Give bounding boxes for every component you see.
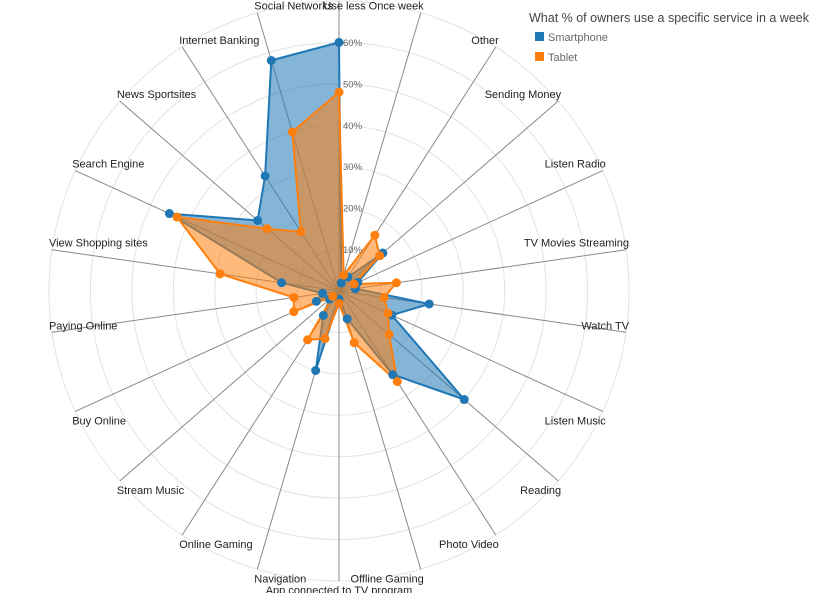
data-point-smartphone[interactable] <box>311 366 321 376</box>
data-point-smartphone[interactable] <box>277 278 287 288</box>
axis-label: Listen Radio <box>545 159 606 171</box>
axis-label: Search Engine <box>72 159 144 171</box>
axis-label: Email <box>325 0 353 1</box>
axis-label: Photo Video <box>439 539 499 551</box>
axis-label: Use less Once week <box>323 1 424 13</box>
data-point-smartphone[interactable] <box>266 55 276 65</box>
legend-swatch-tablet[interactable] <box>535 52 544 61</box>
data-point-tablet[interactable] <box>303 335 313 345</box>
data-point-tablet[interactable] <box>379 292 389 302</box>
data-point-tablet[interactable] <box>349 338 359 348</box>
tick-label: 60% <box>343 38 363 49</box>
data-point-tablet[interactable] <box>287 127 297 137</box>
axis-label: Buy Online <box>72 415 126 427</box>
data-point-tablet[interactable] <box>328 291 338 301</box>
tick-label: 30% <box>343 162 363 173</box>
axis-label: Offline Gaming <box>351 573 424 585</box>
axis-label: Navigation <box>254 573 306 585</box>
legend: What % of owners use a specific service … <box>529 11 810 64</box>
data-point-smartphone[interactable] <box>311 296 321 306</box>
data-point-smartphone[interactable] <box>253 215 263 225</box>
data-point-tablet[interactable] <box>391 278 401 288</box>
axis-label: Other <box>471 35 499 47</box>
data-point-smartphone[interactable] <box>336 278 346 288</box>
tick-label: 50% <box>343 79 363 90</box>
data-point-tablet[interactable] <box>262 224 272 234</box>
axis-label: Watch TV <box>581 320 629 332</box>
axis-label: Internet Banking <box>179 35 259 47</box>
axis-label: App connected to TV program <box>266 585 413 593</box>
axis-label: Sending Money <box>485 89 562 101</box>
data-point-smartphone[interactable] <box>164 209 174 219</box>
axis-label: Paying Online <box>49 320 118 332</box>
data-point-tablet[interactable] <box>370 230 380 240</box>
axis-label: News Sportsites <box>117 89 197 101</box>
data-point-smartphone[interactable] <box>318 288 328 298</box>
data-point-tablet[interactable] <box>375 251 385 261</box>
data-point-smartphone[interactable] <box>388 370 398 380</box>
data-point-smartphone[interactable] <box>334 37 344 47</box>
axis-label: Stream Music <box>117 485 185 497</box>
data-point-tablet[interactable] <box>339 270 349 280</box>
data-point-smartphone[interactable] <box>318 310 328 320</box>
data-point-tablet[interactable] <box>320 334 330 344</box>
legend-swatch-smartphone[interactable] <box>535 32 544 41</box>
data-point-tablet[interactable] <box>334 298 344 308</box>
tick-label: 40% <box>343 121 363 132</box>
data-point-tablet[interactable] <box>296 227 306 237</box>
data-point-tablet[interactable] <box>349 279 359 289</box>
axis-spoke <box>338 170 604 292</box>
data-point-smartphone[interactable] <box>424 299 434 309</box>
legend-title: What % of owners use a specific service … <box>529 11 810 25</box>
tick-label: 20% <box>343 204 363 215</box>
axis-spoke <box>119 290 340 482</box>
axis-label: Reading <box>520 485 561 497</box>
radial-tick-labels: 10% 20% 30% 40% 50% 60% <box>343 38 363 256</box>
data-point-tablet[interactable] <box>392 377 402 387</box>
legend-label-smartphone[interactable]: Smartphone <box>548 32 608 44</box>
tick-label: 10% <box>343 245 363 256</box>
axis-label: Listen Music <box>545 415 607 427</box>
axis-label: Social Networks <box>254 1 333 13</box>
data-point-smartphone[interactable] <box>342 314 352 324</box>
axis-label: Online Gaming <box>179 539 252 551</box>
data-point-tablet[interactable] <box>172 212 182 222</box>
data-point-tablet[interactable] <box>384 329 394 339</box>
legend-label-tablet[interactable]: Tablet <box>548 52 577 64</box>
data-point-tablet[interactable] <box>215 269 225 279</box>
data-point-tablet[interactable] <box>383 308 393 318</box>
axis-spoke <box>338 12 422 292</box>
data-point-smartphone[interactable] <box>260 171 270 181</box>
axis-label: View Shopping sites <box>49 238 148 250</box>
data-point-tablet[interactable] <box>334 87 344 97</box>
axis-label: TV Movies Streaming <box>524 238 629 250</box>
data-point-tablet[interactable] <box>289 292 299 302</box>
series-points <box>164 37 469 405</box>
axis-labels: EmailUse less Once week Other Sending Mone… <box>49 0 630 593</box>
data-point-smartphone[interactable] <box>459 395 469 405</box>
data-point-tablet[interactable] <box>289 307 299 317</box>
